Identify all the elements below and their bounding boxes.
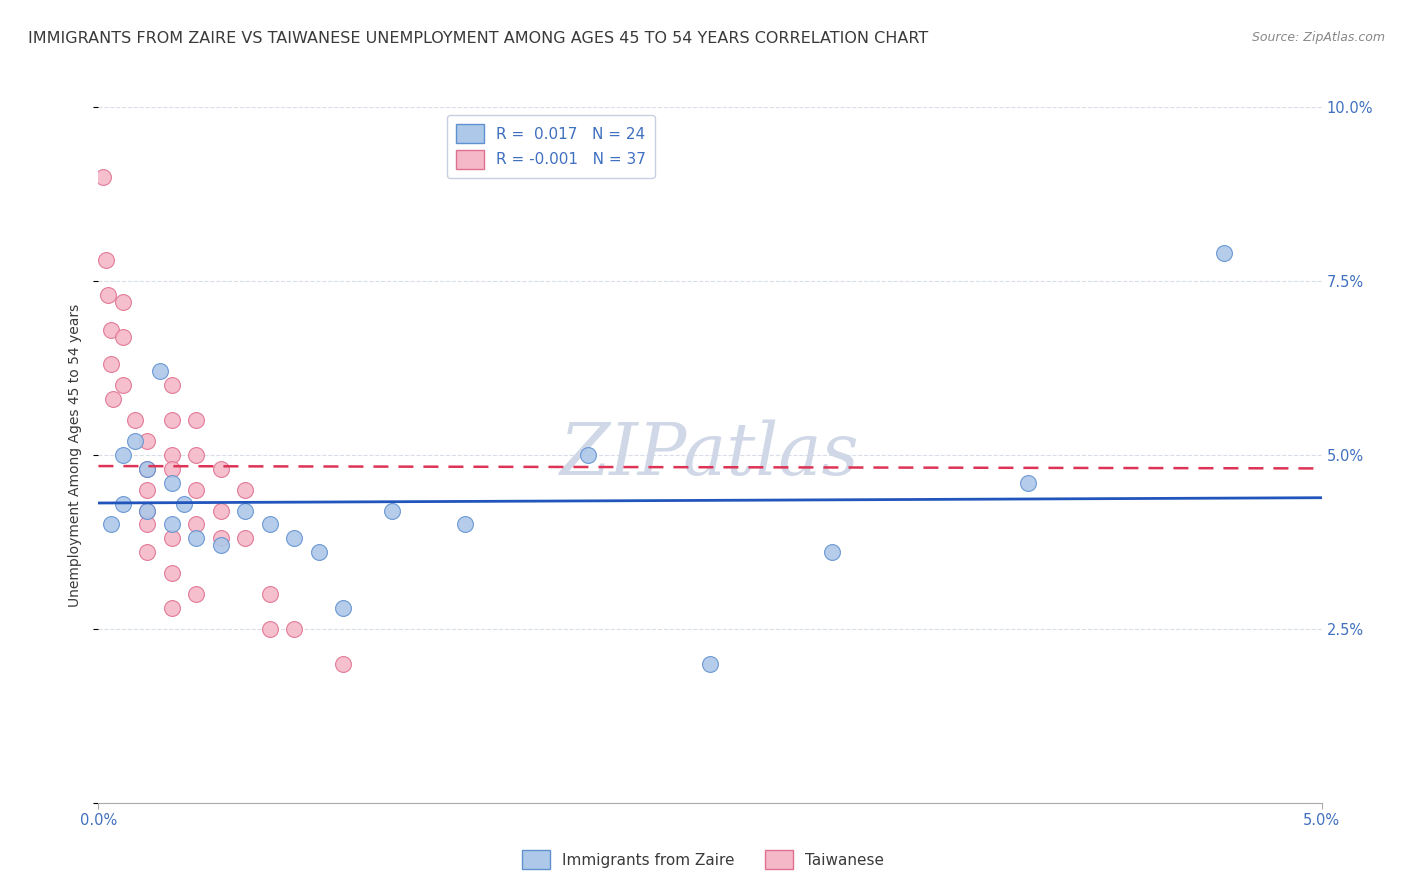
Point [160,566,183,581]
Point [149,364,172,378]
Point [136,462,159,476]
Text: Source: ZipAtlas.com: Source: ZipAtlas.com [1251,31,1385,45]
Point [308,545,330,559]
Point [100,323,122,337]
Legend: Immigrants from Zaire, Taiwanese: Immigrants from Zaire, Taiwanese [516,844,890,875]
Point [259,587,281,601]
Point [160,378,183,392]
Point [136,503,159,517]
Point [233,483,256,497]
Point [576,448,599,462]
Point [454,517,477,532]
Point [186,448,208,462]
Point [124,413,146,427]
Point [160,413,183,427]
Point [100,358,122,372]
Point [186,587,208,601]
Point [233,503,256,517]
Point [209,503,232,517]
Point [381,503,404,517]
Point [332,601,354,615]
Point [209,538,232,552]
Point [101,392,124,407]
Point [160,462,183,476]
Point [111,378,134,392]
Point [91,169,114,184]
Point [259,622,281,636]
Text: IMMIGRANTS FROM ZAIRE VS TAIWANESE UNEMPLOYMENT AMONG AGES 45 TO 54 YEARS CORREL: IMMIGRANTS FROM ZAIRE VS TAIWANESE UNEMP… [28,31,928,46]
Point [186,483,208,497]
Point [186,413,208,427]
Point [699,657,721,671]
Point [283,532,305,546]
Point [160,601,183,615]
Point [160,517,183,532]
Point [136,462,159,476]
Point [94,253,117,268]
Point [1017,475,1039,490]
Point [186,517,208,532]
Point [100,517,122,532]
Point [136,517,159,532]
Point [111,448,134,462]
Point [136,503,159,517]
Legend: R =  0.017   N = 24, R = -0.001   N = 37: R = 0.017 N = 24, R = -0.001 N = 37 [447,115,655,178]
Point [283,622,305,636]
Point [136,545,159,559]
Point [136,483,159,497]
Text: ZIPatlas: ZIPatlas [560,419,860,491]
Point [173,497,195,511]
Point [332,657,354,671]
Point [124,434,146,448]
Point [259,517,281,532]
Point [97,288,120,302]
Point [209,532,232,546]
Point [111,497,134,511]
Point [209,462,232,476]
Point [160,448,183,462]
Y-axis label: Unemployment Among Ages 45 to 54 years: Unemployment Among Ages 45 to 54 years [69,303,83,607]
Point [186,532,208,546]
Point [160,532,183,546]
Point [111,294,134,309]
Point [160,475,183,490]
Point [1212,246,1234,260]
Point [233,532,256,546]
Point [821,545,844,559]
Point [136,434,159,448]
Point [111,329,134,343]
